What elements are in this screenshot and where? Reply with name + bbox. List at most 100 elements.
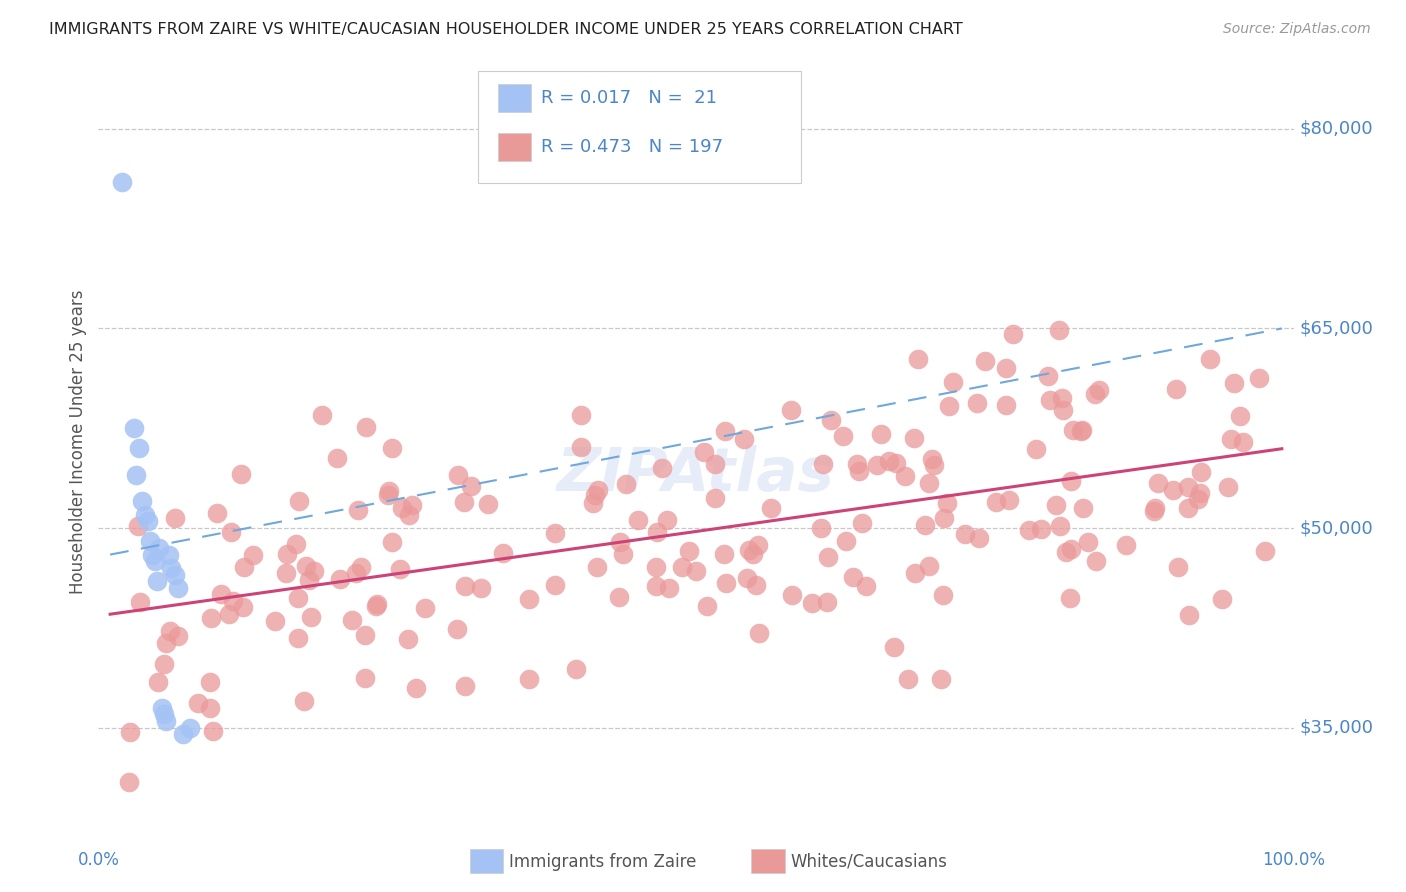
Point (354, 671, 377, 685)
Point (565, 662, 588, 676)
Point (346, 503, 368, 517)
Point (453, 494, 475, 508)
Point (1071, 423, 1094, 437)
Point (1031, 522, 1053, 536)
Point (111, 175, 134, 189)
Point (160, 561, 183, 575)
Point (381, 535, 404, 549)
Point (645, 525, 668, 540)
Point (143, 554, 166, 568)
Point (1059, 591, 1081, 606)
Point (329, 573, 352, 587)
Point (128, 441, 150, 455)
Point (1222, 376, 1244, 390)
Point (733, 433, 755, 447)
Point (921, 452, 943, 467)
Point (815, 595, 838, 609)
Point (848, 464, 870, 478)
Point (460, 479, 482, 493)
Point (1189, 485, 1212, 500)
Point (517, 592, 540, 607)
Point (1018, 523, 1040, 537)
Point (614, 477, 637, 491)
Point (918, 559, 941, 574)
Point (127, 519, 149, 533)
Point (146, 674, 169, 689)
Point (973, 354, 995, 368)
Point (1060, 541, 1083, 556)
Point (609, 534, 631, 549)
Point (139, 534, 162, 549)
Point (344, 566, 367, 580)
Point (1054, 545, 1077, 559)
Y-axis label: Householder Income Under 25 years: Householder Income Under 25 years (69, 289, 87, 594)
Point (612, 547, 634, 561)
Point (741, 547, 763, 561)
Point (811, 457, 834, 471)
Point (918, 476, 941, 491)
Point (1115, 538, 1137, 552)
Point (800, 596, 823, 610)
Point (831, 429, 853, 443)
Point (1077, 535, 1099, 549)
Point (651, 461, 673, 475)
Point (155, 714, 177, 728)
Point (1060, 474, 1083, 488)
Point (1167, 559, 1189, 574)
Point (179, 721, 201, 735)
Point (1249, 371, 1271, 385)
Point (1146, 475, 1168, 490)
Point (298, 573, 321, 587)
Point (877, 454, 900, 468)
Point (932, 588, 955, 602)
Point (1187, 492, 1209, 507)
Point (1025, 442, 1047, 457)
Point (685, 564, 707, 578)
Point (703, 491, 725, 505)
Point (285, 537, 308, 551)
Point (810, 521, 832, 535)
Point (1220, 432, 1243, 446)
Point (1047, 323, 1070, 337)
Point (159, 624, 181, 638)
Point (851, 516, 873, 530)
Point (219, 524, 242, 539)
Text: ZIPAtlas: ZIPAtlas (557, 445, 835, 504)
Point (761, 501, 783, 516)
Point (200, 611, 222, 625)
Point (391, 500, 413, 515)
Text: IMMIGRANTS FROM ZAIRE VS WHITE/CAUCASIAN HOUSEHOLDER INCOME UNDER 25 YEARS CORRE: IMMIGRANTS FROM ZAIRE VS WHITE/CAUCASIAN… (49, 22, 963, 37)
Point (569, 408, 592, 422)
Point (870, 427, 893, 442)
Point (218, 607, 240, 621)
Point (696, 599, 718, 614)
Point (1144, 501, 1167, 516)
Point (274, 566, 297, 581)
Point (446, 622, 468, 636)
Point (1161, 483, 1184, 498)
Point (1166, 382, 1188, 396)
Point (146, 574, 169, 589)
Point (738, 542, 761, 557)
Point (454, 578, 477, 592)
Point (136, 514, 159, 528)
Point (922, 458, 945, 472)
Point (1049, 519, 1071, 533)
Text: $35,000: $35,000 (1299, 719, 1374, 737)
Point (1177, 481, 1199, 495)
Point (817, 549, 839, 564)
Point (122, 421, 145, 435)
Point (1002, 326, 1025, 341)
Point (1143, 503, 1166, 517)
Point (150, 700, 173, 714)
Point (1177, 607, 1199, 622)
Point (820, 413, 842, 427)
Point (389, 562, 412, 576)
Point (929, 673, 952, 687)
Point (198, 674, 221, 689)
Point (287, 591, 309, 606)
Point (938, 399, 960, 413)
Point (294, 558, 316, 573)
Point (907, 351, 929, 366)
Point (845, 457, 868, 471)
